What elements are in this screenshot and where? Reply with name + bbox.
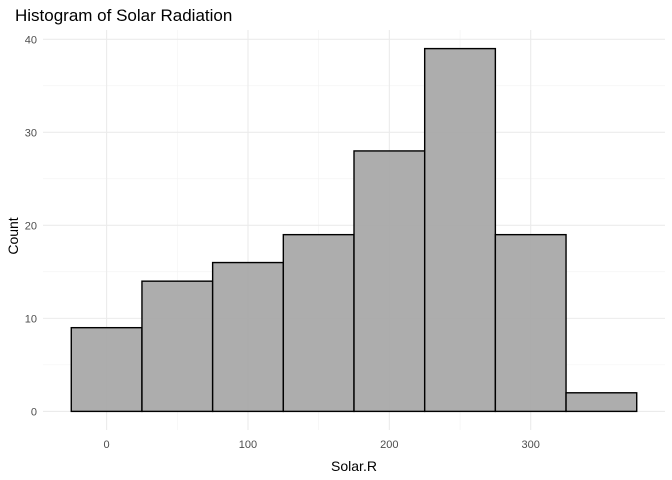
x-tick-label: 100	[239, 439, 257, 451]
tick-labels: 0 100 200 300 0 10 20 30 40	[25, 34, 540, 451]
x-tick-label: 300	[522, 439, 540, 451]
bars	[70, 47, 638, 413]
histogram-bar	[565, 392, 638, 413]
y-tick-label: 0	[31, 406, 37, 418]
y-axis-label: Count	[5, 217, 21, 254]
histogram-bar	[494, 233, 567, 413]
x-tick-label: 0	[104, 439, 110, 451]
histogram-bar	[423, 47, 497, 413]
histogram-bar	[211, 261, 285, 413]
histogram-bar	[70, 326, 143, 413]
histogram-bar	[282, 233, 355, 413]
histogram-bar	[353, 150, 426, 413]
histogram-bar	[141, 280, 214, 413]
x-axis-label: Solar.R	[331, 458, 377, 474]
chart-title: Histogram of Solar Radiation	[15, 6, 232, 25]
y-tick-label: 40	[25, 34, 37, 46]
y-tick-label: 20	[25, 220, 37, 232]
y-tick-label: 10	[25, 313, 37, 325]
x-tick-label: 200	[380, 439, 398, 451]
y-tick-label: 30	[25, 127, 37, 139]
